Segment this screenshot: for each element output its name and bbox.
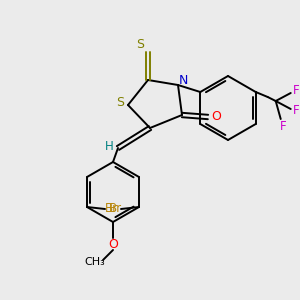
Text: H: H [105,140,113,154]
Text: O: O [108,238,118,251]
Text: Br: Br [109,202,122,215]
Text: Br: Br [104,202,118,215]
Text: S: S [116,97,124,110]
Text: N: N [178,74,188,88]
Text: F: F [279,121,286,134]
Text: F: F [292,104,299,118]
Text: O: O [211,110,221,124]
Text: F: F [292,85,299,98]
Text: CH₃: CH₃ [85,257,105,267]
Text: S: S [136,38,144,50]
